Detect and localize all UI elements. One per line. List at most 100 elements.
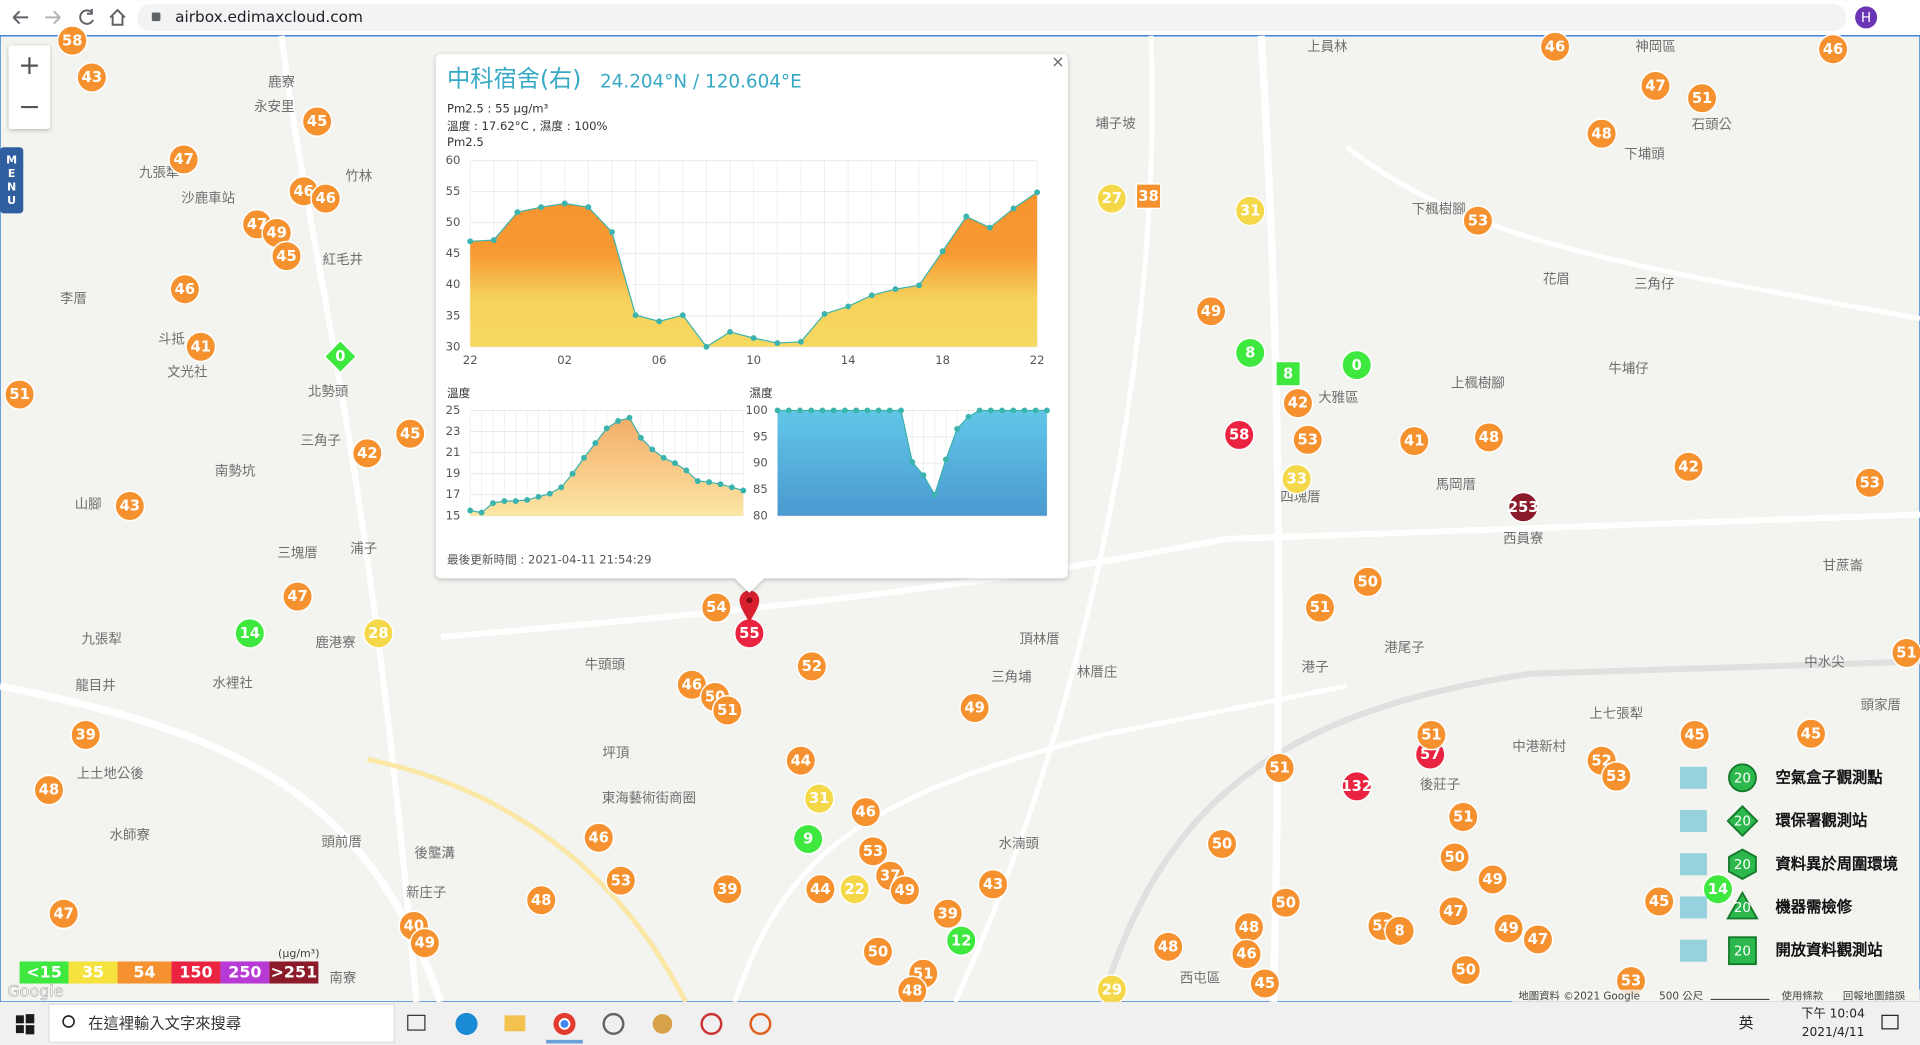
forward-button[interactable] bbox=[45, 10, 61, 25]
map-marker[interactable]: 49 bbox=[959, 692, 991, 724]
selected-pin[interactable] bbox=[739, 590, 760, 623]
map-marker[interactable]: 46 bbox=[676, 669, 708, 701]
map-marker[interactable]: 53 bbox=[1615, 965, 1647, 997]
app-icon[interactable] bbox=[700, 1012, 723, 1035]
map-marker[interactable]: 51 bbox=[1416, 719, 1447, 751]
map-marker[interactable]: 42 bbox=[1673, 451, 1704, 483]
map-marker[interactable]: 46 bbox=[1539, 31, 1571, 63]
map-marker[interactable]: 45 bbox=[1249, 968, 1281, 999]
map-marker[interactable]: 51 bbox=[4, 379, 36, 410]
map-marker[interactable]: 45 bbox=[301, 106, 333, 137]
clock-time[interactable]: 下午 10:04 bbox=[1801, 1007, 1865, 1021]
map-marker[interactable]: 253 bbox=[1507, 491, 1539, 523]
map-marker[interactable]: 49 bbox=[1195, 295, 1227, 327]
map-marker[interactable]: 43 bbox=[977, 868, 1009, 900]
map-marker[interactable]: 46 bbox=[1231, 938, 1262, 970]
map-marker[interactable]: 42 bbox=[351, 437, 383, 469]
back-button[interactable] bbox=[12, 10, 29, 25]
map-marker[interactable]: 53 bbox=[1854, 467, 1886, 499]
map-marker[interactable]: 42 bbox=[1282, 387, 1314, 419]
map-marker[interactable]: 58 bbox=[56, 25, 88, 57]
map-marker[interactable]: 51 bbox=[1686, 82, 1718, 114]
map-marker[interactable]: 8 bbox=[1275, 360, 1302, 387]
map-marker[interactable]: 12 bbox=[945, 925, 977, 957]
map-marker[interactable]: 53 bbox=[605, 865, 637, 897]
map-marker[interactable]: 48 bbox=[33, 774, 65, 806]
map-marker[interactable]: 39 bbox=[711, 873, 743, 905]
map-marker[interactable]: 54 bbox=[700, 592, 732, 624]
map-marker[interactable]: 48 bbox=[896, 975, 928, 1007]
map-marker[interactable]: 51 bbox=[711, 695, 743, 726]
explorer-icon[interactable] bbox=[504, 1015, 526, 1032]
map-marker[interactable]: 46 bbox=[583, 822, 615, 854]
map-marker[interactable]: 47 bbox=[168, 144, 200, 175]
map-marker[interactable]: 31 bbox=[803, 783, 835, 815]
map-marker[interactable]: 47 bbox=[48, 898, 80, 930]
map-marker[interactable]: 52 bbox=[796, 650, 828, 682]
map-marker[interactable]: 49 bbox=[1477, 864, 1509, 895]
map-marker[interactable]: 39 bbox=[932, 898, 964, 930]
map-marker[interactable]: 8 bbox=[1384, 915, 1416, 947]
map-marker[interactable]: 48 bbox=[1152, 931, 1184, 963]
map-marker[interactable]: 50 bbox=[1450, 954, 1482, 986]
map-marker[interactable]: 45 bbox=[394, 418, 426, 450]
map-marker[interactable]: 45 bbox=[1679, 719, 1711, 751]
map-marker[interactable]: 14 bbox=[234, 617, 266, 649]
map-marker[interactable]: 27 bbox=[1096, 183, 1128, 215]
edge-icon[interactable] bbox=[455, 1012, 478, 1035]
map-marker[interactable]: 48 bbox=[525, 884, 557, 916]
map-marker[interactable]: 39 bbox=[70, 719, 102, 751]
home-button[interactable] bbox=[109, 8, 126, 26]
task-view[interactable] bbox=[407, 1014, 426, 1031]
map-marker[interactable]: 45 bbox=[1795, 718, 1827, 750]
map-marker[interactable]: 46 bbox=[850, 796, 882, 828]
map-marker[interactable]: 49 bbox=[409, 927, 441, 959]
reload-button[interactable] bbox=[79, 8, 94, 25]
menu-tab[interactable] bbox=[0, 147, 24, 214]
map-marker[interactable]: 53 bbox=[1292, 424, 1324, 456]
map-marker[interactable]: 48 bbox=[1473, 421, 1505, 453]
map-marker[interactable]: 53 bbox=[1462, 205, 1494, 237]
map-marker[interactable]: 50 bbox=[1270, 887, 1302, 919]
map-marker[interactable]: 50 bbox=[862, 936, 894, 968]
map-marker[interactable]: 47 bbox=[282, 581, 313, 613]
map-marker[interactable]: 51 bbox=[1891, 637, 1920, 669]
map-marker[interactable]: 43 bbox=[114, 490, 146, 522]
map-marker[interactable]: 53 bbox=[857, 835, 889, 867]
map-marker[interactable]: 50 bbox=[1206, 828, 1238, 860]
app-icon[interactable] bbox=[652, 1014, 673, 1034]
map-marker[interactable]: 48 bbox=[1233, 911, 1265, 943]
map-marker[interactable]: 46 bbox=[1817, 33, 1849, 65]
map-marker[interactable]: 47 bbox=[1640, 70, 1671, 102]
map-marker[interactable]: 46 bbox=[169, 273, 201, 305]
ime-indicator[interactable]: 英 bbox=[1739, 1015, 1754, 1032]
map-marker[interactable]: 53 bbox=[1600, 761, 1632, 793]
map-marker[interactable]: 14 bbox=[1702, 873, 1734, 905]
zoom-in[interactable]: + bbox=[18, 50, 41, 81]
popup-close[interactable]: × bbox=[1051, 52, 1064, 71]
map-marker[interactable]: 0 bbox=[1341, 349, 1373, 381]
terms-link[interactable]: 使用條款 bbox=[1782, 989, 1824, 1002]
address-bar[interactable] bbox=[137, 3, 1847, 31]
notification-icon[interactable] bbox=[1881, 1014, 1899, 1030]
map-marker[interactable]: 44 bbox=[804, 873, 836, 905]
report-link[interactable]: 回報地圖錯誤 bbox=[1843, 989, 1906, 1002]
map-marker[interactable]: 29 bbox=[1096, 974, 1128, 1006]
map-marker[interactable]: 0 bbox=[323, 339, 358, 374]
map-marker[interactable]: 51 bbox=[1304, 592, 1336, 624]
map-marker[interactable]: 47 bbox=[1438, 895, 1469, 927]
map-marker[interactable]: 28 bbox=[362, 617, 394, 649]
app-icon[interactable] bbox=[749, 1012, 772, 1035]
map-marker[interactable]: 55 bbox=[733, 617, 765, 649]
map-marker[interactable]: 51 bbox=[1447, 801, 1479, 833]
map-marker[interactable]: 33 bbox=[1281, 463, 1313, 495]
map-marker[interactable]: 44 bbox=[785, 745, 817, 777]
clock-date[interactable]: 2021/4/11 bbox=[1802, 1025, 1865, 1039]
profile-avatar[interactable] bbox=[1855, 6, 1878, 29]
map-marker[interactable]: 46 bbox=[310, 183, 342, 215]
map-marker[interactable]: 51 bbox=[1264, 752, 1296, 784]
map-marker[interactable]: 47 bbox=[1522, 924, 1554, 955]
map-marker[interactable]: 132 bbox=[1341, 770, 1373, 802]
map-marker[interactable]: 41 bbox=[185, 331, 217, 363]
app-icon[interactable] bbox=[602, 1012, 625, 1035]
